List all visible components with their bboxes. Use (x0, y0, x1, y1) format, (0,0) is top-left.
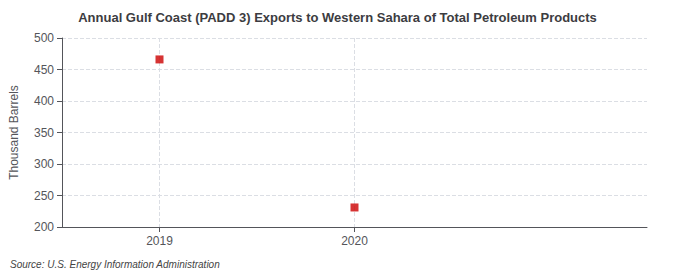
svg-text:2019: 2019 (146, 234, 173, 248)
svg-text:300: 300 (34, 157, 54, 171)
svg-text:350: 350 (34, 126, 54, 140)
svg-text:450: 450 (34, 63, 54, 77)
svg-text:200: 200 (34, 220, 54, 234)
svg-text:2020: 2020 (341, 234, 368, 248)
svg-text:250: 250 (34, 189, 54, 203)
svg-text:400: 400 (34, 94, 54, 108)
svg-text:Annual Gulf Coast (PADD 3) Exp: Annual Gulf Coast (PADD 3) Exports to We… (78, 10, 597, 25)
svg-text:Thousand Barrels: Thousand Barrels (7, 85, 21, 180)
svg-text:500: 500 (34, 31, 54, 45)
svg-text:Source: U.S. Energy Informatio: Source: U.S. Energy Information Administ… (10, 259, 220, 270)
